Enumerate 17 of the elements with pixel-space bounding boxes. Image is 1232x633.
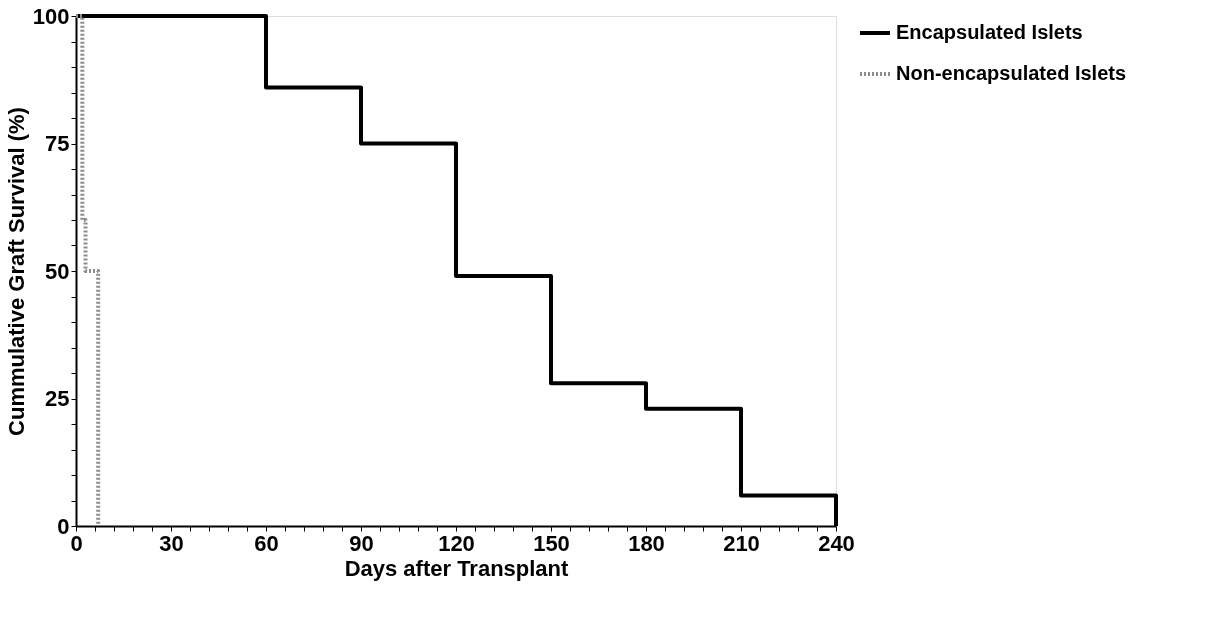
x-axis-title: Days after Transplant [344, 555, 570, 581]
x-tick-label: 180 [628, 530, 665, 556]
y-tick-label: 25 [45, 386, 70, 411]
x-tick-label: 60 [254, 530, 279, 556]
x-tick-label: 240 [818, 530, 855, 556]
y-axis-title: Cummulative Graft Survival (%) [3, 107, 29, 436]
legend-label: Encapsulated Islets [896, 21, 1083, 43]
x-tick-label: 210 [723, 530, 760, 556]
x-tick-label: 90 [349, 530, 374, 556]
x-tick-label: 120 [438, 530, 475, 556]
x-tick-label: 150 [533, 530, 570, 556]
y-tick-label: 0 [57, 513, 70, 539]
y-tick-label: 75 [45, 131, 70, 156]
legend-label: Non-encapsulated Islets [896, 62, 1127, 84]
y-tick-label: 50 [45, 258, 70, 284]
y-tick-label: 100 [32, 3, 70, 29]
x-tick-label: 30 [159, 530, 184, 556]
